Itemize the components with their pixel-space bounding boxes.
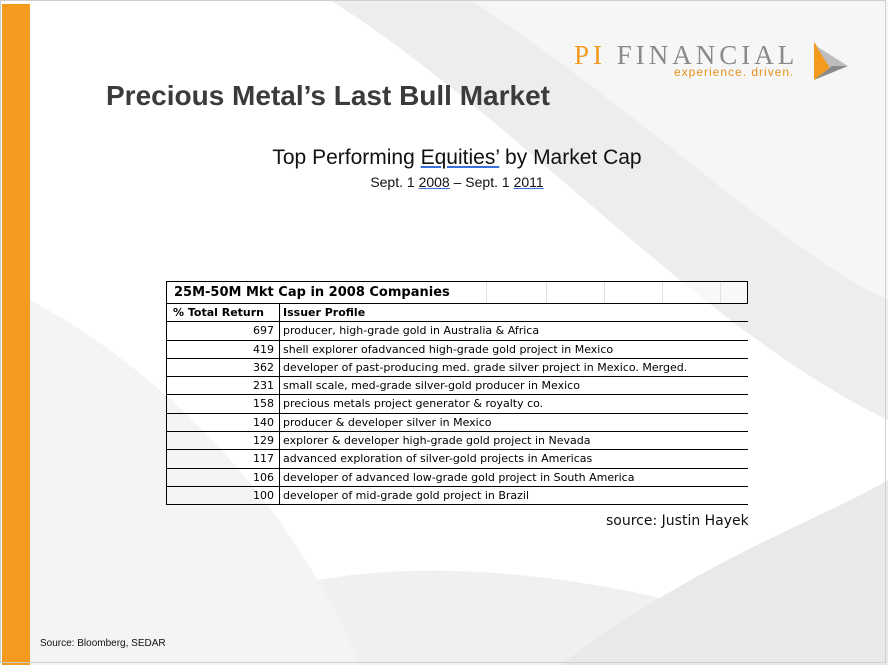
issuer-profile: producer, high-grade gold in Australia &… bbox=[283, 324, 540, 338]
table-row: 697 producer, high-grade gold in Australi… bbox=[166, 322, 748, 341]
table-heading: 25M-50M Mkt Cap in 2008 Companies bbox=[174, 285, 450, 300]
issuer-profile: developer of past-producing med. grade s… bbox=[283, 360, 688, 374]
return-value: 158 bbox=[166, 395, 280, 413]
issuer-profile: advanced exploration of silver-gold proj… bbox=[283, 452, 593, 466]
table-row: 100 developer of mid-grade gold project i… bbox=[166, 486, 748, 506]
return-value: 106 bbox=[166, 468, 280, 486]
return-value: 419 bbox=[166, 340, 280, 358]
logo-financial: FINANCIAL bbox=[616, 40, 799, 70]
return-value: 100 bbox=[166, 486, 280, 505]
subtitle-equities: Equities’ bbox=[420, 146, 500, 169]
logo-pi: PI bbox=[574, 40, 607, 70]
issuer-profile: precious metals project generator & roya… bbox=[283, 397, 544, 411]
table-row: 106 developer of advanced low-grade gold … bbox=[166, 468, 748, 487]
return-value: 129 bbox=[166, 432, 280, 450]
issuer-profile: shell explorer ofadvanced high-grade gol… bbox=[283, 342, 614, 356]
date-range: Sept. 1 2008 – Sept. 1 2011 bbox=[0, 174, 888, 190]
issuer-profile: developer of advanced low-grade gold pro… bbox=[283, 470, 635, 484]
issuer-profile: developer of mid-grade gold project in B… bbox=[283, 488, 530, 502]
table-row: 419 shell explorer ofadvanced high-grade … bbox=[166, 340, 748, 359]
returns-table: 25M-50M Mkt Cap in 2008 Companies % Tota… bbox=[166, 281, 748, 506]
subtitle-post: by Market Cap bbox=[499, 146, 642, 169]
table-row: 117 advanced exploration of silver-gold p… bbox=[166, 450, 748, 469]
date-mid: – Sept. 1 bbox=[449, 174, 514, 190]
accent-bar bbox=[2, 4, 30, 665]
table-row: 129 explorer & developer high-grade gold … bbox=[166, 432, 748, 451]
issuer-profile: explorer & developer high-grade gold pro… bbox=[283, 434, 591, 448]
return-value: 231 bbox=[166, 377, 280, 395]
table-row: 140 producer & developer silver in Mexico bbox=[166, 413, 748, 433]
col-header-profile: Issuer Profile bbox=[283, 306, 366, 319]
table-heading-row: 25M-50M Mkt Cap in 2008 Companies bbox=[166, 281, 748, 304]
table-row: 158 precious metals project generator & r… bbox=[166, 395, 748, 414]
logo-wordmark: PI FINANCIAL bbox=[574, 40, 798, 71]
col-header-return: % Total Return bbox=[166, 304, 280, 322]
return-value: 140 bbox=[166, 413, 280, 432]
table-body: 697 producer, high-grade gold in Australi… bbox=[166, 322, 748, 506]
return-value: 362 bbox=[166, 358, 280, 377]
return-value: 117 bbox=[166, 450, 280, 468]
pi-financial-sail-logo-icon bbox=[814, 42, 848, 80]
logo-tagline: experience. driven. bbox=[674, 65, 795, 79]
company-logo: PI FINANCIAL experience. driven. bbox=[574, 38, 864, 88]
table-subtitle: Top Performing Equities’ by Market Cap bbox=[0, 146, 888, 170]
subtitle-pre: Top Performing bbox=[272, 146, 421, 169]
table-header-row: % Total Return Issuer Profile bbox=[166, 304, 748, 323]
source-credit: source: Justin Hayek bbox=[606, 513, 749, 529]
date-year-end: 2011 bbox=[513, 174, 544, 190]
date-pre: Sept. 1 bbox=[370, 174, 419, 190]
issuer-profile: small scale, med-grade silver-gold produ… bbox=[283, 379, 580, 393]
return-value: 697 bbox=[166, 322, 280, 340]
footer-source: Source: Bloomberg, SEDAR bbox=[40, 638, 166, 649]
date-year-start: 2008 bbox=[418, 174, 450, 190]
issuer-profile: producer & developer silver in Mexico bbox=[283, 415, 492, 429]
table-row: 231 small scale, med-grade silver-gold pr… bbox=[166, 377, 748, 396]
table-row: 362 developer of past-producing med. grad… bbox=[166, 358, 748, 378]
page-title: Precious Metal’s Last Bull Market bbox=[106, 80, 550, 111]
